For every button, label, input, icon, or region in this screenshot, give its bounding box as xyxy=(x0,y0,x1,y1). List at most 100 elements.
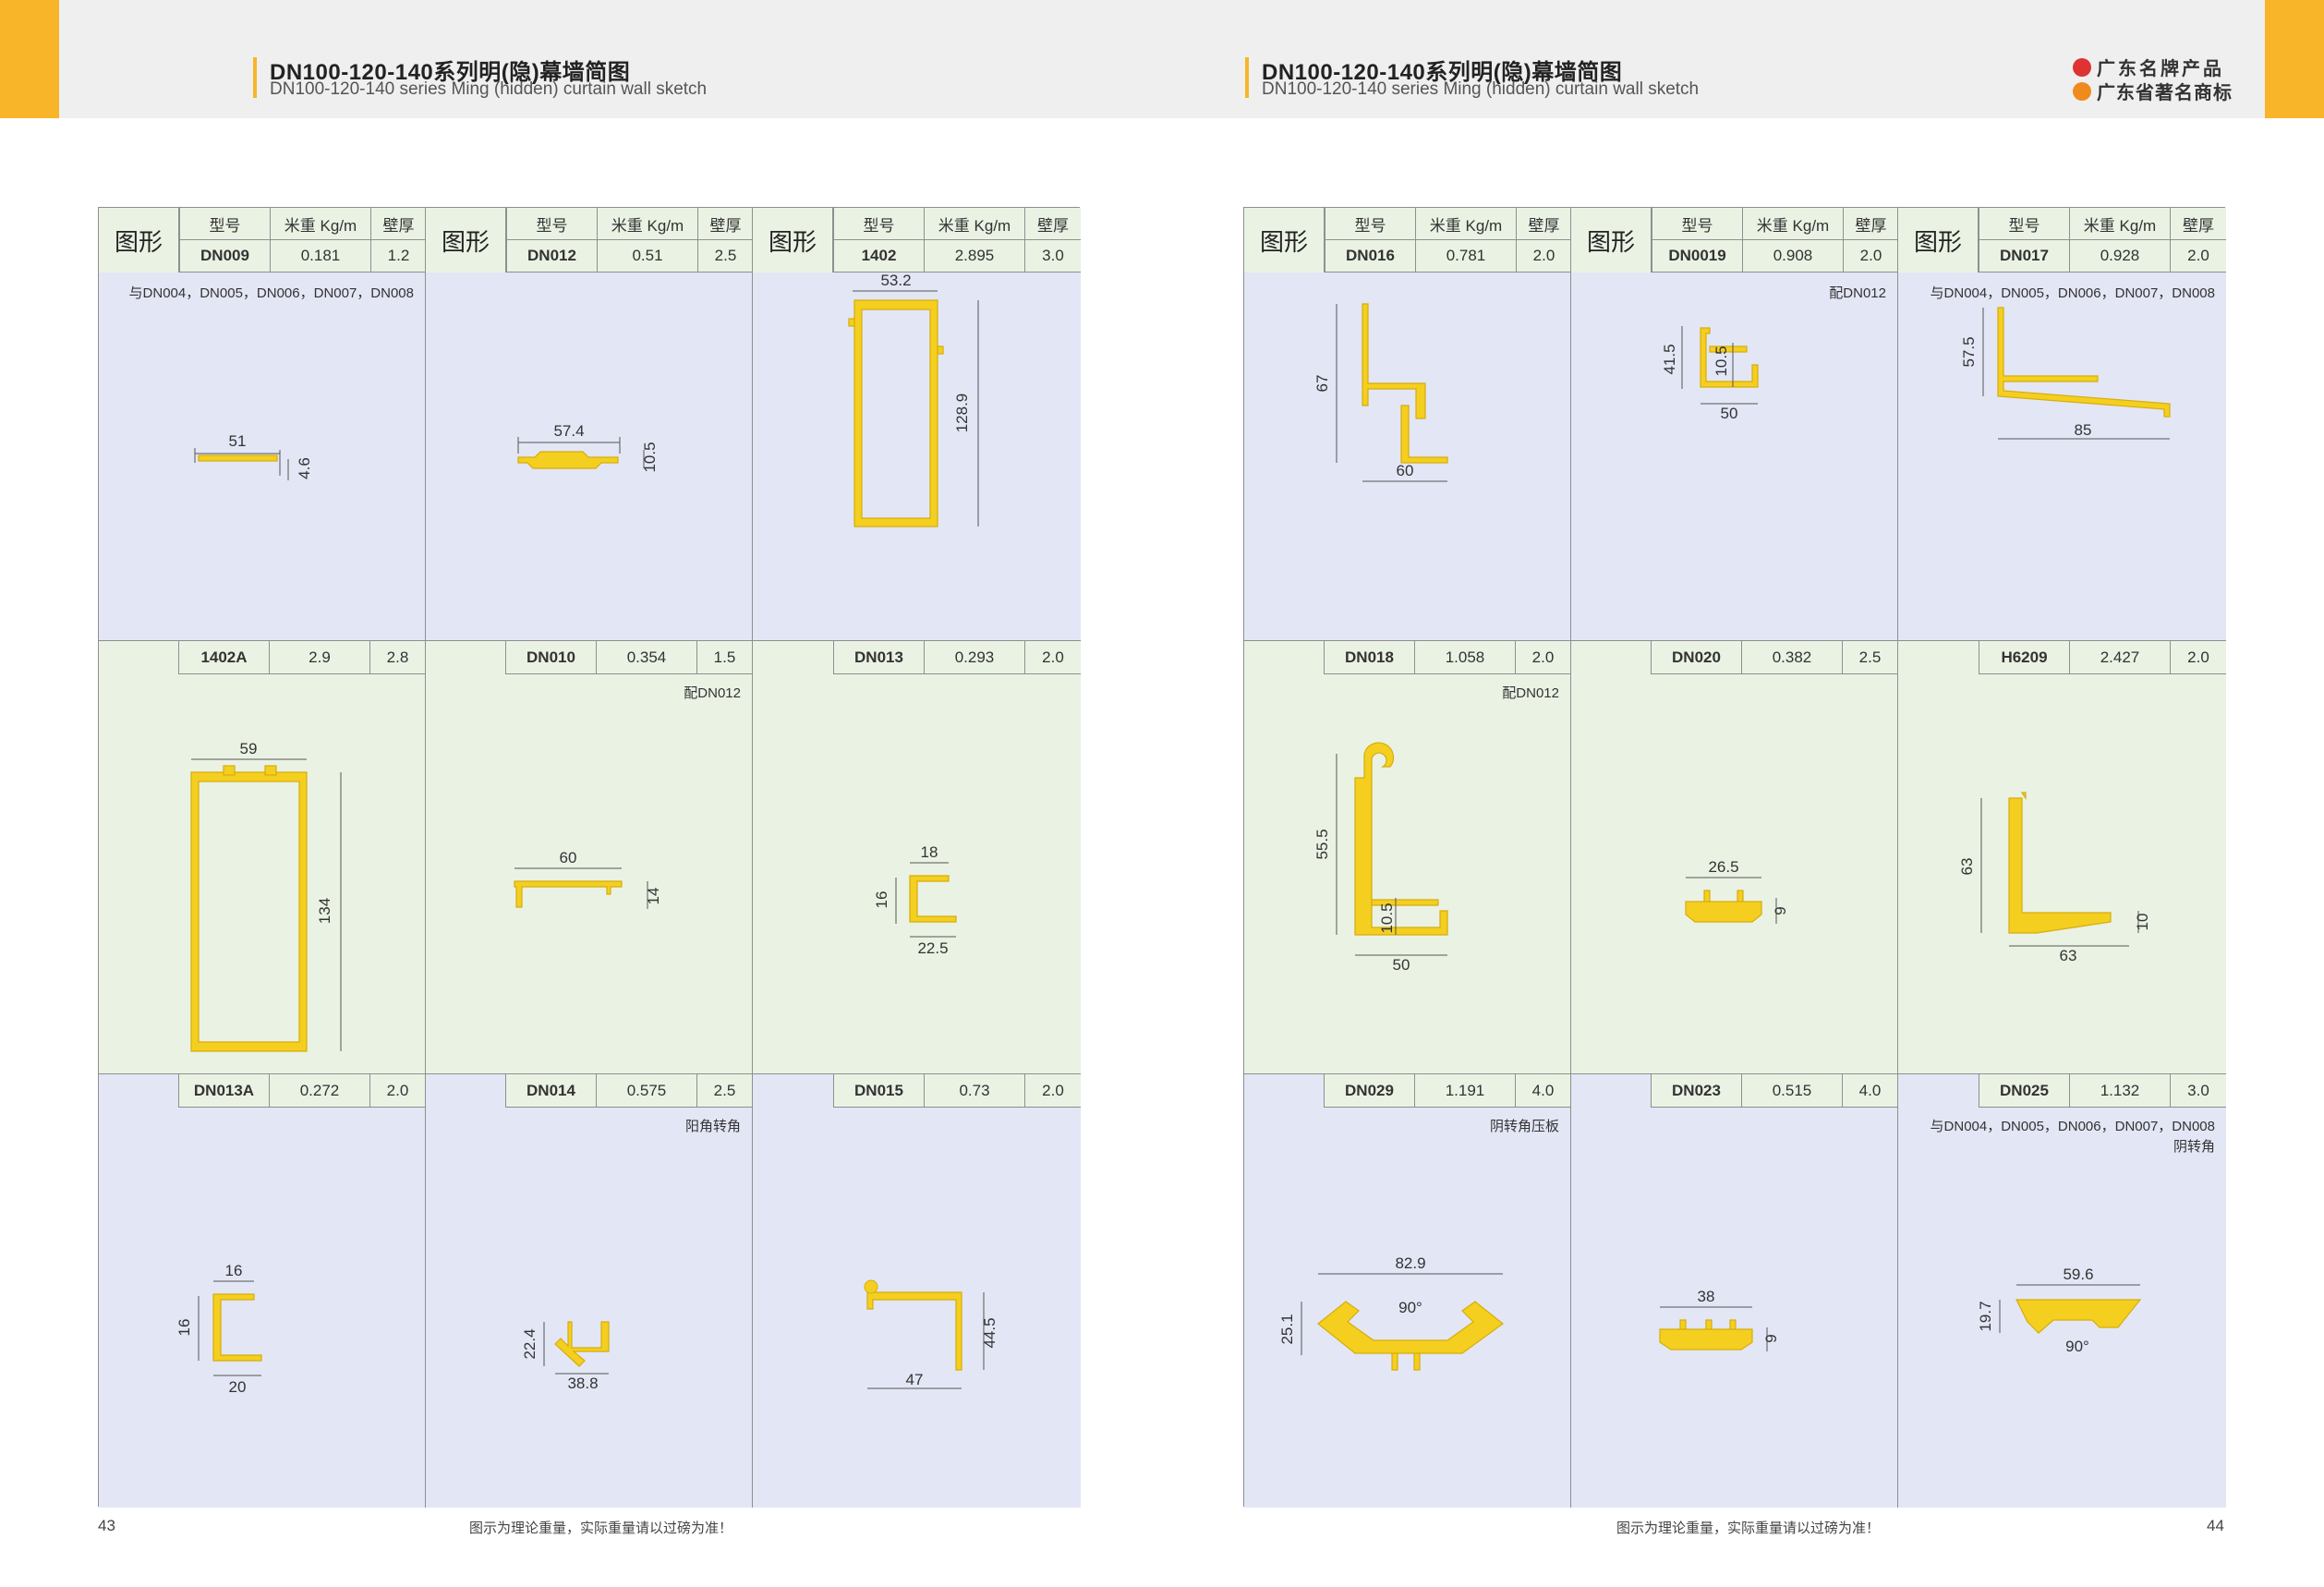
cell-header-row: 图形 型号 米重 Kg/m 壁厚 DN0019 0.908 2.0 xyxy=(1571,208,1897,273)
spec-table: H6209 2.427 2.0 xyxy=(1979,641,2226,674)
spec-table: 1402A 2.9 2.8 xyxy=(178,641,425,674)
profile-sketch: 44.5 47 xyxy=(864,1279,999,1389)
profile-sketch: 53.2 128.9 xyxy=(848,272,979,527)
thickness-value: 2.0 xyxy=(2170,240,2226,273)
thickness-header: 壁厚 xyxy=(1843,208,1897,240)
dimension-label: 22.4 xyxy=(521,1328,539,1359)
dimension-label: 44.5 xyxy=(981,1317,999,1348)
thickness-value: 2.0 xyxy=(2170,641,2226,674)
dimension-label: 128.9 xyxy=(953,394,971,433)
profile-cell-dn015: DN015 0.73 2.0 44.5 47 xyxy=(753,1074,1081,1508)
dimension-label: 41.5 xyxy=(1661,344,1678,374)
footnote-right: 图示为理论重量，实际重量请以过磅为准！ xyxy=(1616,1520,1881,1536)
spec-table: 型号 米重 Kg/m 壁厚 DN012 0.51 2.5 xyxy=(506,208,752,273)
page-subtitle-right: DN100-120-140 series Ming (hidden) curta… xyxy=(1262,79,1700,99)
dimension-label: 50 xyxy=(1393,956,1410,974)
brand-text-1: 广东名牌产品 xyxy=(2097,59,2224,79)
dimension-label: 53.2 xyxy=(880,272,911,289)
thickness-value: 3.0 xyxy=(1024,240,1081,273)
profile-cell-dn018: DN018 1.058 2.0 配DN012 55.5 10.5 50 xyxy=(1244,641,1571,1074)
model-value: DN010 xyxy=(505,641,596,674)
thickness-value: 2.0 xyxy=(1024,641,1081,674)
model-header: 型号 xyxy=(1979,208,2069,240)
profile-sketch: 67 60 xyxy=(1313,303,1448,482)
thickness-value: 4.0 xyxy=(1842,1074,1897,1108)
spec-table: DN029 1.191 4.0 xyxy=(1324,1074,1570,1108)
thickness-header: 壁厚 xyxy=(1024,208,1081,240)
page-header xyxy=(0,0,2324,118)
spec-table: 型号 米重 Kg/m 壁厚 DN017 0.928 2.0 xyxy=(1979,208,2226,273)
profile-sketch: 26.59 xyxy=(1685,858,1789,924)
profile-sketch: 18 16 22.5 xyxy=(873,843,957,957)
profile-sketch: 57.5 85 xyxy=(1960,307,2171,440)
dimension-label: 50 xyxy=(1721,405,1738,422)
cell-header-row: 图形 型号 米重 Kg/m 壁厚 DN012 0.51 2.5 xyxy=(426,208,752,273)
profile-grid-left: 图形 型号 米重 Kg/m 壁厚 DN009 0.181 1.2 与DN004，… xyxy=(98,207,1081,1508)
profile-sketch: 514.6 xyxy=(194,432,313,480)
thickness-header: 壁厚 xyxy=(2170,208,2226,240)
spec-table: DN010 0.354 1.5 xyxy=(505,641,752,674)
thickness-value: 1.2 xyxy=(370,240,425,273)
profile-cell-h6209: H6209 2.427 2.0 63 63 10 xyxy=(1898,641,2226,1074)
dimension-label: 10.5 xyxy=(1713,345,1730,376)
spec-table: 型号 米重 Kg/m 壁厚 1402 2.895 3.0 xyxy=(833,208,1081,273)
dimension-label: 59 xyxy=(240,740,258,757)
spec-table: DN023 0.515 4.0 xyxy=(1651,1074,1897,1108)
model-header: 型号 xyxy=(506,208,597,240)
dimension-label: 10.5 xyxy=(641,442,659,472)
thickness-header: 壁厚 xyxy=(370,208,425,240)
brand-badge-2: 广东省著名商标 xyxy=(2073,78,2233,104)
dimension-label: 57.4 xyxy=(553,422,584,440)
cell-header-row: 图形 型号 米重 Kg/m 壁厚 DN009 0.181 1.2 xyxy=(99,208,425,273)
profile-cell-dn016: 图形 型号 米重 Kg/m 壁厚 DN016 0.781 2.0 67 60 xyxy=(1244,208,1571,641)
thickness-value: 2.0 xyxy=(369,1074,425,1108)
dimension-label: 20 xyxy=(229,1378,247,1396)
spec-table: DN013A 0.272 2.0 xyxy=(178,1074,425,1108)
model-value: H6209 xyxy=(1979,641,2069,674)
weight-value: 0.73 xyxy=(924,1074,1024,1108)
dimension-label: 25.1 xyxy=(1278,1314,1296,1344)
model-value: DN023 xyxy=(1651,1074,1741,1108)
model-value: DN015 xyxy=(833,1074,924,1108)
thickness-value: 4.0 xyxy=(1515,1074,1570,1108)
dimension-label: 63 xyxy=(2060,947,2077,964)
profile-sketch: 16 16 20 xyxy=(176,1262,262,1396)
dimension-label: 82.9 xyxy=(1395,1254,1425,1272)
profile-cell-dn025: DN025 1.132 3.0 与DN004，DN005，DN006，DN007… xyxy=(1898,1074,2226,1508)
weight-value: 2.895 xyxy=(924,240,1024,273)
model-value: DN009 xyxy=(179,240,270,273)
weight-value: 2.427 xyxy=(2069,641,2170,674)
model-value: DN0019 xyxy=(1652,240,1742,273)
spec-table: 型号 米重 Kg/m 壁厚 DN009 0.181 1.2 xyxy=(179,208,425,273)
dimension-label: 10 xyxy=(2134,914,2151,931)
thickness-value: 3.0 xyxy=(2170,1074,2226,1108)
shape-column-label: 图形 xyxy=(1571,208,1652,273)
page-subtitle-left: DN100-120-140 series Ming (hidden) curta… xyxy=(270,79,708,99)
dimension-label: 47 xyxy=(906,1371,924,1388)
dimension-label: 90° xyxy=(1398,1299,1422,1316)
weight-header: 米重 Kg/m xyxy=(2069,208,2170,240)
spec-table: DN014 0.575 2.5 xyxy=(505,1074,752,1108)
thickness-value: 2.0 xyxy=(1024,1074,1081,1108)
spec-table: DN025 1.132 3.0 xyxy=(1979,1074,2226,1108)
profile-cell-dn014: DN014 0.575 2.5 阳角转角 38.8 22.4 xyxy=(426,1074,753,1508)
model-value: DN017 xyxy=(1979,240,2069,273)
profile-cell-dn020: DN020 0.382 2.5 26.5 9 xyxy=(1571,641,1898,1074)
compatibility-note: 阴转角压板 xyxy=(1489,1119,1559,1134)
profile-cell-dn023: DN023 0.515 4.0 38 9 xyxy=(1571,1074,1898,1508)
model-header: 型号 xyxy=(1325,208,1415,240)
model-value: DN020 xyxy=(1651,641,1741,674)
dimension-label: 16 xyxy=(225,1262,243,1279)
profile-grid-right: 图形 型号 米重 Kg/m 壁厚 DN016 0.781 2.0 67 60 图形… xyxy=(1243,207,2226,1508)
thickness-value: 2.5 xyxy=(696,1074,752,1108)
dimension-label: 38.8 xyxy=(567,1375,598,1392)
profile-sketch: 59 134 xyxy=(190,740,342,1052)
dimension-label: 22.5 xyxy=(917,939,948,957)
weight-header: 米重 Kg/m xyxy=(597,208,697,240)
dimension-label: 67 xyxy=(1313,375,1331,393)
weight-value: 0.908 xyxy=(1742,240,1843,273)
profile-cell-dn0019: 图形 型号 米重 Kg/m 壁厚 DN0019 0.908 2.0 配DN012… xyxy=(1571,208,1898,641)
profile-sketch: 63 63 10 xyxy=(1958,792,2151,964)
title-marker-left xyxy=(253,57,257,98)
brand-emblem-icon xyxy=(2073,57,2091,77)
